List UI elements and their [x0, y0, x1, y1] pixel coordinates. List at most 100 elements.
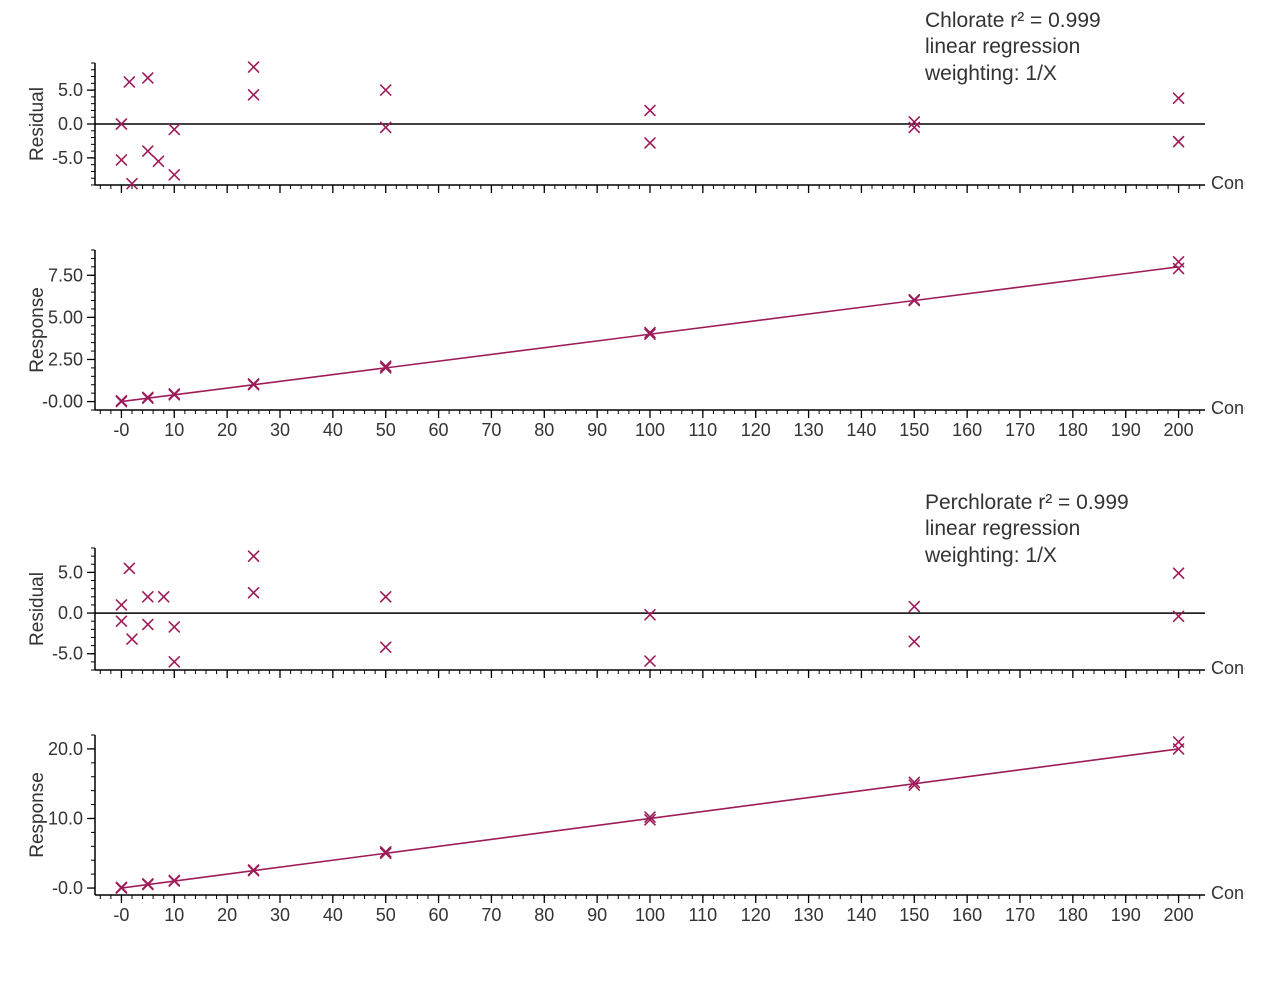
data-point [645, 328, 655, 338]
x-axis-label: Conc [1211, 883, 1245, 903]
x-tick-label: 50 [376, 420, 396, 440]
fit-line [121, 749, 1178, 888]
x-tick-label: 10 [164, 420, 184, 440]
data-points [116, 737, 1183, 893]
calibration-figure: Chlorate r² = 0.999 linear regression we… [0, 0, 1280, 989]
data-point [381, 847, 391, 857]
x-tick-label: 70 [481, 905, 501, 925]
data-point [645, 105, 655, 115]
y-tick-label: 10.0 [48, 808, 83, 828]
data-point [143, 73, 153, 83]
x-tick-label: 190 [1111, 905, 1141, 925]
data-point [381, 361, 391, 371]
data-point [116, 600, 126, 610]
x-tick-label: 120 [741, 420, 771, 440]
data-point [645, 656, 655, 666]
x-tick-label: 200 [1164, 905, 1194, 925]
x-tick-label: 150 [899, 420, 929, 440]
y-tick-label: -0.0 [52, 878, 83, 898]
x-tick-label: 40 [323, 905, 343, 925]
y-tick-label: 5.0 [58, 562, 83, 582]
x-tick-label: -0 [113, 905, 129, 925]
x-tick-label: 150 [899, 905, 929, 925]
x-tick-label: 90 [587, 420, 607, 440]
annotation-line: Perchlorate r² = 0.999 [925, 490, 1129, 516]
data-point [143, 619, 153, 629]
data-point [381, 592, 391, 602]
data-point [143, 146, 153, 156]
data-point [116, 155, 126, 165]
annotation-line: Chlorate r² = 0.999 [925, 8, 1101, 34]
x-tick-label: 190 [1111, 420, 1141, 440]
x-tick-label: 10 [164, 905, 184, 925]
data-point [381, 85, 391, 95]
chart-panel-chlorate_response: -010203040506070809010011012013014015016… [25, 240, 1245, 460]
data-point [1174, 737, 1184, 747]
x-axis-label: Conc [1211, 658, 1245, 678]
data-point [1174, 93, 1184, 103]
x-tick-label: 160 [952, 905, 982, 925]
chart-panel-perchlorate_residual: -5.00.05.0ResidualConc [25, 540, 1245, 695]
x-axis-label: Conc [1211, 173, 1245, 193]
data-point [645, 138, 655, 148]
x-tick-label: 30 [270, 905, 290, 925]
data-points [116, 257, 1183, 407]
y-tick-label: -5.0 [52, 644, 83, 664]
x-tick-label: 20 [217, 420, 237, 440]
data-point [909, 602, 919, 612]
chart-panel-perchlorate_response: -010203040506070809010011012013014015016… [25, 725, 1245, 945]
data-point [249, 551, 259, 561]
y-tick-label: 20.0 [48, 739, 83, 759]
y-tick-label: 5.00 [48, 307, 83, 327]
x-tick-label: 200 [1164, 420, 1194, 440]
data-point [143, 592, 153, 602]
data-point [1174, 257, 1184, 267]
y-tick-label: 5.0 [58, 80, 83, 100]
x-tick-label: 110 [689, 905, 718, 925]
data-point [159, 592, 169, 602]
x-tick-label: 90 [587, 905, 607, 925]
x-tick-label: 70 [481, 420, 501, 440]
x-tick-label: 130 [794, 905, 824, 925]
data-point [153, 156, 163, 166]
x-tick-label: -0 [113, 420, 129, 440]
x-tick-label: 20 [217, 905, 237, 925]
data-point [169, 170, 179, 180]
data-point [249, 62, 259, 72]
data-point [124, 563, 134, 573]
y-tick-label: 0.0 [58, 114, 83, 134]
data-points [116, 62, 1183, 189]
x-tick-label: 140 [846, 420, 876, 440]
y-axis-label: Residual [27, 87, 48, 161]
x-tick-label: 180 [1058, 420, 1088, 440]
x-tick-label: 130 [794, 420, 824, 440]
x-tick-label: 80 [534, 905, 554, 925]
x-tick-label: 60 [429, 420, 449, 440]
data-point [381, 642, 391, 652]
x-tick-label: 170 [1005, 420, 1035, 440]
chart-svg: -010203040506070809010011012013014015016… [25, 240, 1245, 460]
data-point [1174, 137, 1184, 147]
y-tick-label: 7.50 [48, 265, 83, 285]
data-point [249, 90, 259, 100]
y-axis-label: Residual [27, 572, 48, 646]
y-axis-label: Response [27, 772, 48, 858]
x-tick-label: 100 [635, 420, 665, 440]
y-tick-label: 2.50 [48, 349, 83, 369]
y-tick-label: -5.0 [52, 148, 83, 168]
chart-svg: -010203040506070809010011012013014015016… [25, 725, 1245, 945]
x-tick-label: 50 [376, 905, 396, 925]
data-point [645, 610, 655, 620]
data-point [169, 657, 179, 667]
x-tick-label: 140 [846, 905, 876, 925]
x-tick-label: 180 [1058, 905, 1088, 925]
annotation-line: linear regression [925, 516, 1129, 542]
data-point [124, 77, 134, 87]
x-tick-label: 110 [689, 420, 718, 440]
x-tick-label: 100 [635, 905, 665, 925]
chart-svg: -5.0 0.0 5.0 Residual Conc [25, 55, 1245, 210]
x-tick-label: 40 [323, 420, 343, 440]
chart-svg: -5.00.05.0ResidualConc [25, 540, 1245, 695]
data-point [249, 588, 259, 598]
x-tick-label: 80 [534, 420, 554, 440]
